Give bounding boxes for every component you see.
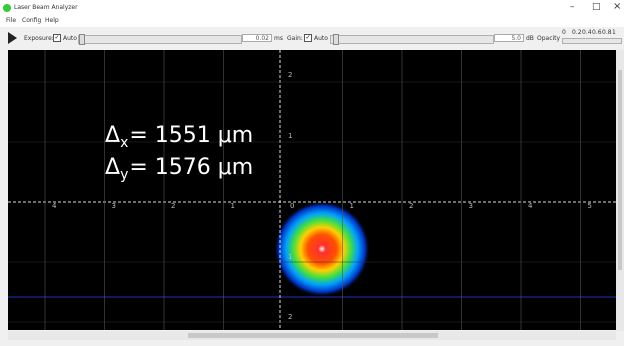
app-window: Laser Beam Analyzer – □ × File Config He…	[0, 0, 624, 346]
gain-unit: dB	[526, 35, 534, 42]
horizontal-scrollbar[interactable]	[8, 331, 616, 340]
opacity-tick: 0.4	[582, 29, 592, 36]
x-axis-label: 1	[231, 202, 235, 210]
opacity-tick: 0	[562, 29, 566, 36]
gain-auto-checkbox[interactable]: ✓	[304, 34, 312, 42]
exposure-unit: ms	[274, 35, 283, 42]
exposure-auto-label: Auto	[63, 35, 77, 42]
measurement-axis: y	[120, 167, 128, 183]
opacity-tick: 0.6	[592, 29, 602, 36]
x-axis-label: 4	[52, 202, 57, 210]
exposure-auto-checkbox[interactable]: ✓	[53, 34, 61, 42]
opacity-tick: 0.2	[572, 29, 582, 36]
window-title: Laser Beam Analyzer	[14, 4, 78, 11]
close-button[interactable]: ×	[613, 1, 621, 12]
menu-bar: File Config Help	[0, 16, 624, 27]
toolbar: Exposure: ✓ Auto 0.02 ms Gain: ✓ Auto 5.…	[0, 28, 624, 48]
x-axis-label: 2	[171, 202, 175, 210]
measurement-text: = 1576 μm	[129, 155, 253, 180]
minimize-button[interactable]: –	[570, 2, 575, 12]
y-axis-label: 2	[288, 71, 292, 79]
maximize-button[interactable]: □	[592, 2, 601, 12]
gain-value[interactable]: 5.0	[494, 34, 524, 42]
beam-image: 4 3 2 1 0 1 2 3 4 5 2 1 1 2 Δx= 1551 μm Δy= 1576 μm	[8, 50, 616, 330]
beam-spot	[274, 201, 370, 297]
opacity-tick: 1	[612, 29, 616, 36]
opacity-slider[interactable]	[562, 38, 622, 44]
x-axis-label: 3	[112, 202, 116, 210]
x-axis-label: 3	[469, 202, 473, 210]
menu-item[interactable]: Config	[22, 17, 41, 24]
y-axis-label: 1	[288, 253, 292, 261]
measurement-text: = 1551 μm	[129, 123, 253, 148]
measurement-symbol: Δ	[105, 155, 120, 180]
menu-item[interactable]: File	[6, 17, 16, 24]
gain-auto-label: Auto	[314, 35, 328, 42]
x-axis-label: 5	[588, 202, 592, 210]
x-axis-label: 4	[528, 202, 533, 210]
measurement-axis: x	[120, 135, 128, 151]
app-icon	[3, 4, 11, 12]
exposure-slider[interactable]	[78, 35, 242, 44]
gain-slider[interactable]	[330, 35, 494, 44]
x-axis-label: 1	[350, 202, 354, 210]
exposure-label: Exposure:	[24, 35, 54, 42]
y-axis-label: 1	[288, 132, 292, 140]
opacity-tick: 0.8	[602, 29, 612, 36]
vertical-scrollbar[interactable]	[616, 50, 624, 331]
opacity-label: Opacity	[537, 35, 560, 42]
measurement-symbol: Δ	[105, 123, 120, 148]
gain-label: Gain:	[287, 35, 303, 42]
y-axis-label: 2	[288, 313, 292, 321]
title-bar: Laser Beam Analyzer – □ ×	[0, 0, 624, 16]
play-button[interactable]	[6, 31, 18, 45]
exposure-value[interactable]: 0.02	[242, 34, 272, 42]
x-axis-label: 2	[409, 202, 413, 210]
x-axis-label: 0	[290, 202, 294, 210]
menu-item[interactable]: Help	[45, 17, 59, 24]
